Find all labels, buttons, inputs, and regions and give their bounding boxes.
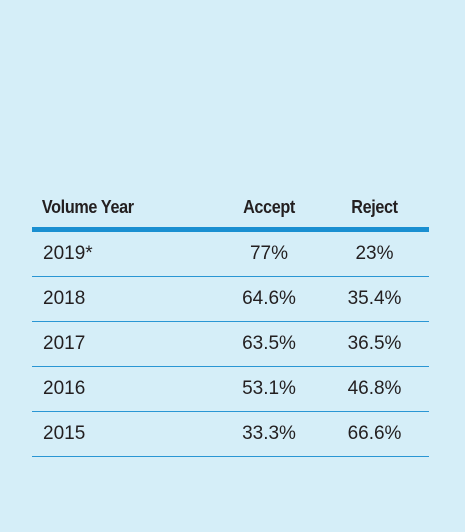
reject-cell: 36.5% — [347, 333, 402, 354]
reject-cell: 35.4% — [347, 288, 402, 309]
accept-cell: 33.3% — [242, 423, 296, 444]
header-accept: Accept — [243, 197, 295, 217]
table-header-row: Volume Year Accept Reject — [32, 196, 429, 232]
table-row: 2016 53.1% 46.8% — [32, 367, 429, 412]
header-volume-year: Volume Year — [41, 197, 134, 217]
table-row: 2018 64.6% 35.4% — [32, 277, 429, 322]
reject-cell: 46.8% — [347, 378, 402, 399]
reject-cell: 23% — [355, 243, 394, 264]
year-cell: 2019* — [43, 243, 93, 264]
year-cell: 2016 — [43, 378, 86, 399]
accept-cell: 53.1% — [242, 378, 296, 399]
accept-cell: 77% — [249, 243, 289, 264]
header-reject: Reject — [351, 197, 398, 217]
reject-cell: 66.6% — [347, 423, 402, 444]
year-cell: 2015 — [43, 423, 86, 444]
year-cell: 2018 — [43, 288, 86, 309]
table-row: 2019* 77% 23% — [32, 232, 429, 277]
accept-cell: 64.6% — [242, 288, 296, 309]
accept-cell: 63.5% — [242, 333, 296, 354]
table-row: 2015 33.3% 66.6% — [32, 412, 429, 457]
year-cell: 2017 — [43, 333, 86, 354]
acceptance-table: Volume Year Accept Reject 2019* 77% 23% … — [32, 196, 429, 457]
table-row: 2017 63.5% 36.5% — [32, 322, 429, 367]
